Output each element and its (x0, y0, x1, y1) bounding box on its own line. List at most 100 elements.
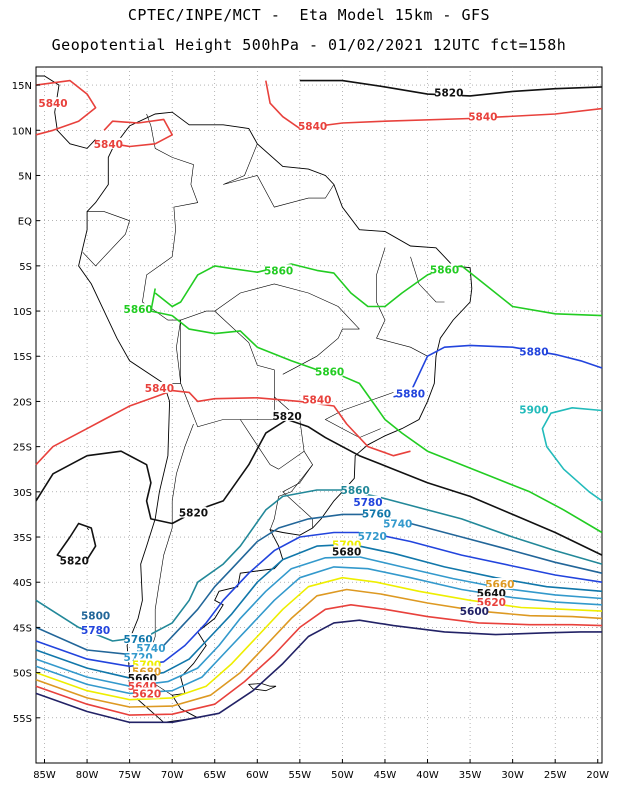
contour-label-bg (125, 651, 152, 663)
contour-label-bg (384, 517, 411, 529)
lat-tick-label: 10S (13, 307, 32, 318)
contour-label-bg (520, 345, 547, 357)
contour-label: 5820 (179, 508, 208, 520)
country-border (376, 247, 428, 357)
lon-tick-label: 50W (331, 770, 354, 781)
contour-label: 5740 (383, 518, 412, 530)
lat-tick-label: EQ (18, 217, 32, 228)
country-border (410, 256, 445, 303)
contour-label-bg (265, 264, 292, 276)
contour-label: 5600 (460, 606, 489, 618)
contour-label-bg (61, 554, 88, 566)
contour-5840 (265, 80, 603, 130)
lon-tick-label: 30W (501, 770, 524, 781)
contour-label-bg (82, 609, 109, 621)
contour-label-bg (354, 495, 381, 507)
lat-tick-label: 50S (13, 669, 32, 680)
lon-tick-label: 85W (33, 770, 56, 781)
contour-label: 5860 (264, 265, 293, 277)
contour-label-bg (82, 624, 109, 636)
contour-label-bg (129, 680, 156, 692)
lat-tick-label: 15N (12, 81, 32, 92)
contour-label-bg (342, 484, 369, 496)
contour-label: 5820 (434, 87, 463, 99)
contour-label: 5820 (60, 556, 89, 568)
country-border (82, 211, 130, 267)
contour-5880 (393, 344, 603, 398)
chart-subtitle: Geopotential Height 500hPa - 01/02/2021 … (51, 36, 567, 54)
contour-label: 5780 (353, 497, 382, 509)
contour-5840 (35, 79, 97, 136)
country-border (282, 328, 360, 375)
contour-label-bg (520, 403, 547, 415)
contour-label: 5720 (358, 531, 387, 543)
lon-tick-label: 40W (416, 770, 439, 781)
lon-tick-label: 20W (586, 770, 609, 781)
contour-label-bg (95, 137, 122, 149)
map-frame (35, 66, 603, 764)
contour-label-bg (40, 97, 67, 109)
contour-label-bg (469, 110, 496, 122)
contour-label: 5860 (341, 485, 370, 497)
lat-tick-label: 45S (13, 623, 32, 634)
contour-label-bg (486, 578, 513, 590)
contour-label-bg (303, 393, 330, 405)
contour-label-bg (363, 507, 390, 519)
contour-5740 (35, 556, 603, 688)
contour-5600 (35, 619, 602, 724)
contour-label: 5680 (332, 546, 361, 558)
contour-label: 5860 (315, 367, 344, 379)
contour-label-bg (180, 506, 207, 518)
contour-5680 (35, 588, 603, 708)
contour-5840 (103, 118, 173, 148)
contour-label: 5820 (272, 411, 301, 423)
contour-label: 5840 (298, 121, 327, 133)
contour-label-bg (133, 665, 160, 677)
contour-label: 5840 (38, 98, 67, 110)
contour-label-bg (478, 587, 505, 599)
contour-label-bg (359, 530, 386, 542)
contour-5900 (541, 406, 603, 502)
contour-label-bg (333, 538, 360, 550)
contour-label: 5800 (81, 611, 110, 623)
country-border (180, 310, 275, 428)
longitude-axis: 85W 80W 75W 70W 65W 60W 55W 50W 45W 40W 35W 30W 25W 2… (33, 759, 609, 781)
contour-5860 (154, 263, 603, 317)
contour-label-bg (133, 658, 160, 670)
lat-tick-label: 10N (12, 126, 32, 137)
contour-label: 5840 (468, 112, 497, 124)
lat-tick-label: 55S (13, 714, 32, 725)
country-border (324, 392, 394, 438)
country-border (146, 113, 199, 257)
country-border (142, 256, 182, 384)
country-border (223, 143, 335, 208)
contour-label: 5860 (430, 264, 459, 276)
lat-tick-label: 30S (13, 488, 32, 499)
country-border (269, 451, 313, 530)
contour-5760 (35, 543, 603, 679)
lon-tick-label: 60W (246, 770, 269, 781)
contour-label: 5900 (519, 405, 548, 417)
lon-tick-label: 70W (161, 770, 184, 781)
contour-label: 5840 (302, 395, 331, 407)
contour-5820 (35, 418, 603, 556)
contour-label-bg (333, 545, 360, 557)
contour-label-bg (478, 596, 505, 608)
lon-tick-label: 65W (203, 770, 226, 781)
lon-tick-label: 55W (289, 770, 312, 781)
contour-label-bg (431, 263, 458, 275)
lat-tick-label: 5S (19, 262, 32, 273)
contour-label: 5880 (396, 388, 425, 400)
lat-tick-label: 15S (13, 352, 32, 363)
contour-label-bg (299, 119, 326, 131)
lon-tick-label: 80W (76, 770, 99, 781)
grid-lines (36, 67, 602, 763)
contour-5640 (35, 603, 603, 716)
lon-tick-label: 25W (544, 770, 567, 781)
contour-label: 5880 (519, 347, 548, 359)
contour-label: 5620 (132, 688, 161, 700)
lon-tick-label: 45W (374, 770, 397, 781)
country-border (214, 283, 360, 330)
